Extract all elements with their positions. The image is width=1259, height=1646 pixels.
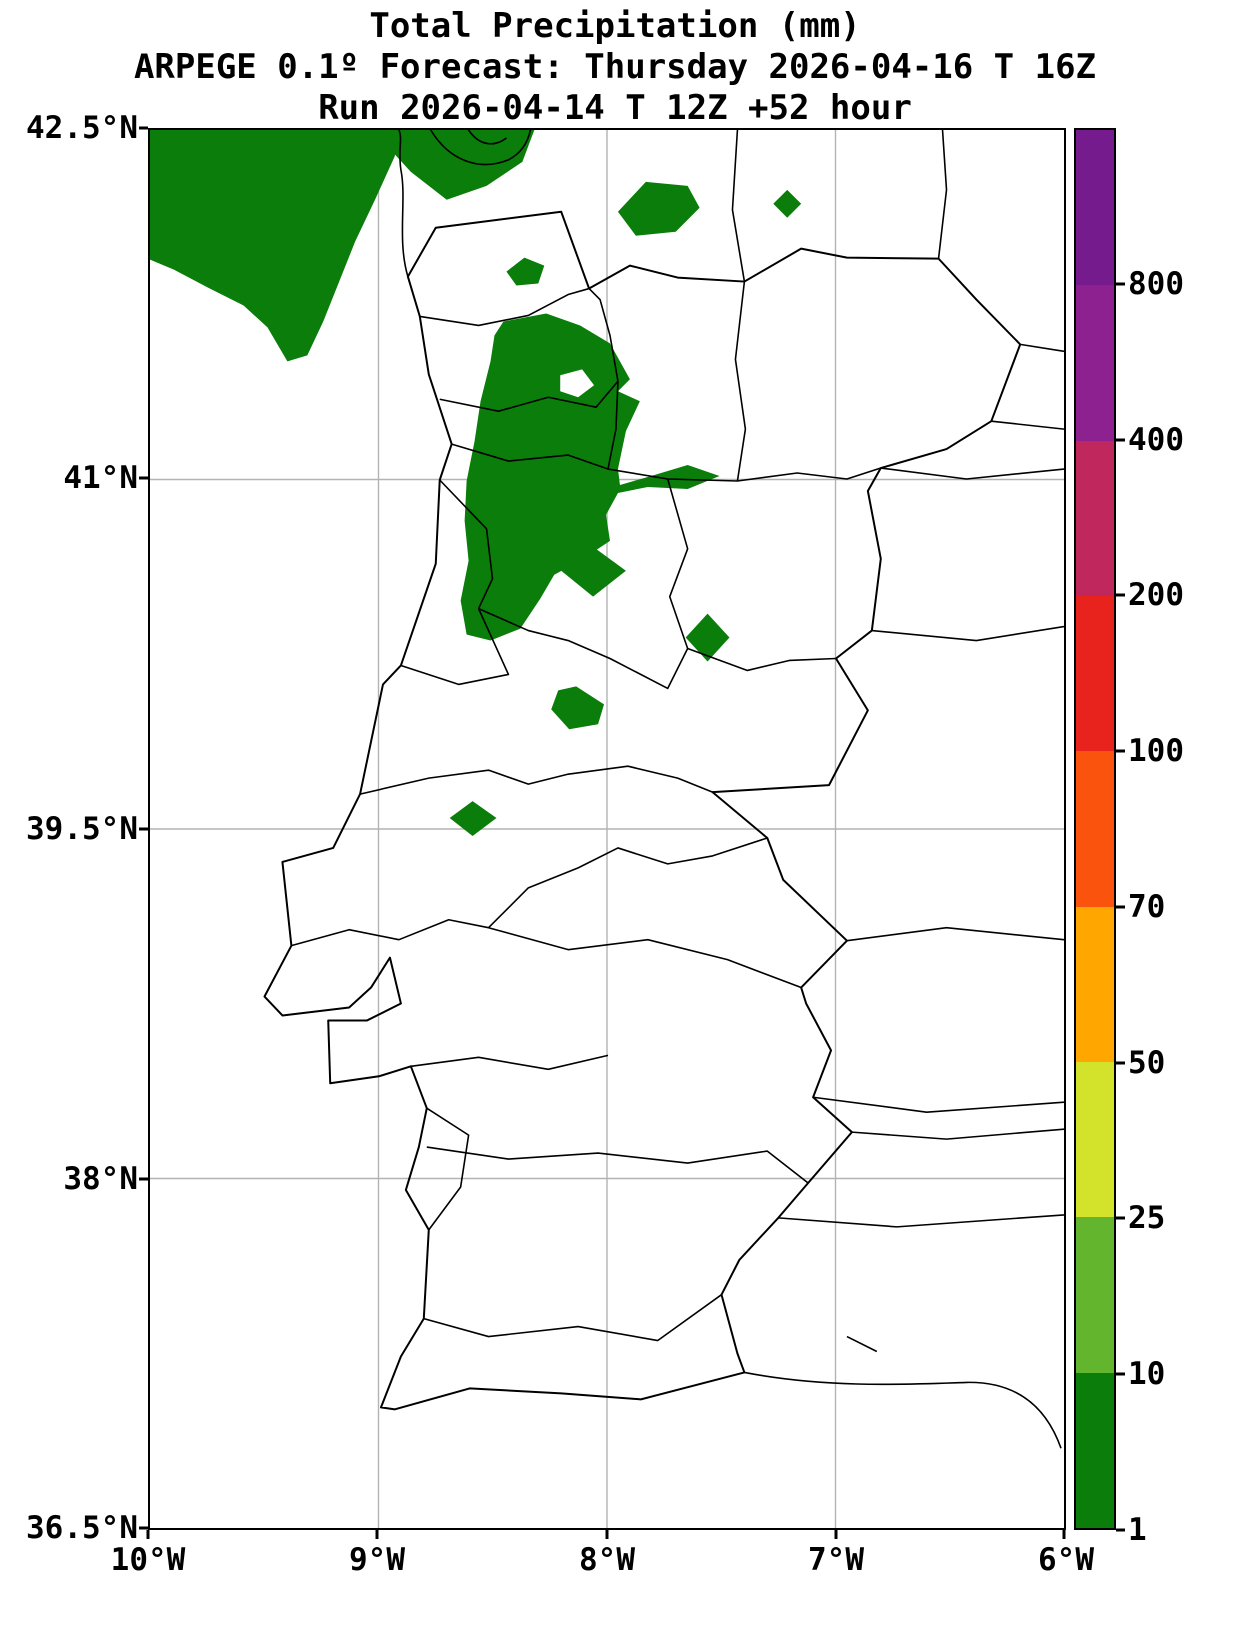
plot-subtitle-forecast: ARPEGE 0.1º Forecast: Thursday 2026-04-1… <box>133 47 1097 87</box>
precipitation-hole <box>560 369 595 398</box>
colorbar-segment-200-400 <box>1076 440 1114 596</box>
precipitation-area <box>506 257 545 286</box>
colorbar-tick-mark <box>1116 1372 1125 1376</box>
y-tick-label: 39.5°N <box>26 811 138 847</box>
plot-subtitle-run: Run 2026-04-14 T 12Z +52 hour <box>318 88 912 128</box>
title-block: Total Precipitation (mm) ARPEGE 0.1º For… <box>0 6 1230 129</box>
y-tick-mark <box>139 1177 148 1181</box>
colorbar-segment-gt-800 <box>1076 130 1114 286</box>
colorbar-segment-50-70 <box>1076 906 1114 1062</box>
portugal-precipitation-map <box>150 130 1064 1528</box>
x-tick-label: 10°W <box>110 1542 186 1578</box>
y-tick-mark <box>139 827 148 831</box>
colorbar-segment-100-200 <box>1076 595 1114 752</box>
precipitation-area <box>449 801 497 836</box>
y-tick-mark <box>139 1526 148 1530</box>
colorbar-tick-mark <box>1116 282 1125 286</box>
map-plot-area <box>148 128 1066 1530</box>
precipitation-area <box>685 613 730 662</box>
x-tick-label: 7°W <box>808 1542 864 1578</box>
colorbar-tick-mark <box>1116 905 1125 909</box>
precipitation-area <box>150 130 395 362</box>
colorbar-segment-10-25 <box>1076 1217 1114 1373</box>
colorbar-tick-label: 70 <box>1128 888 1166 925</box>
colorbar-segments <box>1076 130 1114 1528</box>
colorbar-tick-mark <box>1116 749 1125 753</box>
y-tick-label: 38°N <box>63 1161 138 1197</box>
colorbar-tick-label: 800 <box>1128 265 1184 302</box>
colorbar-tick-mark <box>1116 1528 1125 1532</box>
x-tick-label: 8°W <box>579 1542 635 1578</box>
x-tick-mark <box>1062 1530 1066 1539</box>
colorbar-tick-label: 400 <box>1128 421 1184 458</box>
colorbar-segment-1-10 <box>1076 1372 1114 1528</box>
colorbar-tick-label: 50 <box>1128 1044 1166 1081</box>
y-tick-label: 36.5°N <box>26 1510 138 1546</box>
colorbar-tick-label: 100 <box>1128 733 1184 770</box>
colorbar-tick-label: 1 <box>1128 1512 1147 1548</box>
colorbar-tick-mark <box>1116 1216 1125 1220</box>
grid-lines <box>150 130 1064 1528</box>
colorbar-tick-mark <box>1116 1061 1125 1065</box>
colorbar-segment-25-50 <box>1076 1061 1114 1218</box>
colorbar-tick-label: 10 <box>1128 1356 1166 1393</box>
precipitation-area <box>561 546 626 597</box>
district-boundaries <box>291 281 882 1342</box>
y-tick-mark <box>139 126 148 130</box>
plot-title: Total Precipitation (mm) <box>369 6 861 46</box>
x-tick-label: 6°W <box>1038 1542 1094 1578</box>
x-tick-mark <box>375 1530 379 1539</box>
colorbar-tick-label: 25 <box>1128 1200 1166 1237</box>
colorbar-segment-400-800 <box>1076 285 1114 441</box>
x-tick-mark <box>146 1530 150 1539</box>
portugal-coastline-border <box>263 210 1022 1411</box>
colorbar <box>1074 128 1116 1530</box>
spain-boundaries <box>398 130 1064 1449</box>
precipitation-area <box>460 313 720 641</box>
colorbar-tick-label: 200 <box>1128 577 1184 614</box>
precipitation-area <box>551 686 605 730</box>
y-tick-label: 42.5°N <box>26 110 138 146</box>
x-tick-label: 9°W <box>349 1542 405 1578</box>
colorbar-segment-70-100 <box>1076 751 1114 907</box>
y-tick-label: 41°N <box>63 460 138 496</box>
colorbar-tick-mark <box>1116 593 1125 597</box>
y-tick-mark <box>139 476 148 480</box>
precipitation-areas <box>150 130 802 836</box>
precipitation-area <box>388 130 535 200</box>
precipitation-area <box>617 181 700 236</box>
x-tick-mark <box>605 1530 609 1539</box>
colorbar-tick-mark <box>1116 438 1125 442</box>
precipitation-area <box>773 189 802 218</box>
x-tick-mark <box>834 1530 838 1539</box>
